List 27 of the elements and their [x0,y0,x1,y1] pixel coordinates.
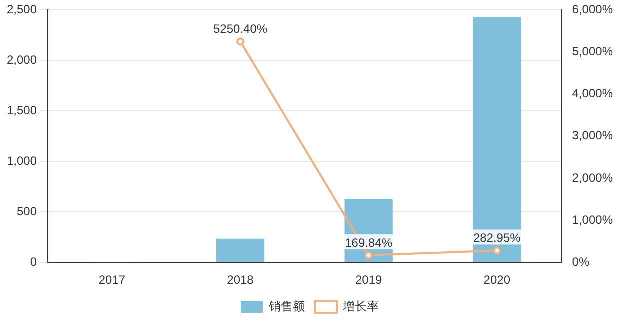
y2-tick-label: 2,000% [572,170,614,185]
legend-label: 增长率 [342,299,379,314]
y-tick-label: 1,000 [7,154,38,168]
point [236,38,245,46]
bar [473,17,522,262]
x-tick-label: 2018 [227,273,254,288]
y2-tick-label: 5,000% [572,44,614,59]
y-tick-label: 500 [17,204,38,218]
y2-tick-label: 6,000% [572,2,614,17]
x-tick-label: 2020 [484,273,511,288]
x-tick-label: 2017 [98,273,126,288]
legend-label: 销售额 [268,299,305,314]
data-label: 169.84% [345,236,393,250]
point [493,246,502,255]
y2-tick-label: 3,000% [572,128,614,143]
y2-tick-label: 4,000% [572,86,614,101]
y-tick-label: 0 [30,254,38,269]
data-label: 282.95% [473,231,522,246]
y-tick-label: 1,500 [7,103,38,118]
y2-tick-label: 1,000% [572,212,614,227]
y-tick-label: 2,000 [7,52,38,67]
data-label: 5250.40% [213,22,268,36]
y2-tick-label: 0% [572,254,590,269]
x-tick-label: 2019 [355,273,382,288]
bar [216,238,265,262]
point [364,251,373,260]
y-tick-label: 2,500 [7,2,38,17]
